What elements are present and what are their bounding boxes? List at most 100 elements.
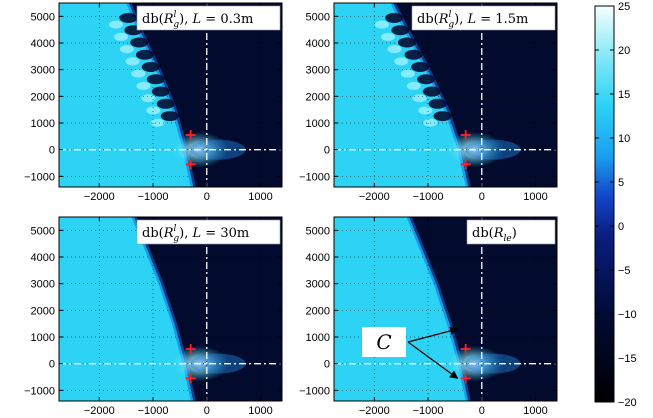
panel-2: −2000 −1000 0 1000 5000 4000 3000 2000 1000 0 −100…: [299, 2, 558, 203]
label-pre: db(: [142, 12, 164, 27]
focus-tail: [464, 353, 521, 374]
label-eq: = 1.5m: [476, 12, 528, 27]
label-text: db(Rl g), L = 1.5m: [417, 10, 528, 30]
focus-tail: [464, 139, 521, 160]
label-main: R: [163, 226, 174, 241]
colorbar-tick-label: 25: [618, 1, 630, 13]
label-sub: g: [173, 234, 179, 244]
marker-plus: [460, 344, 471, 354]
ytick-label: −1000: [24, 171, 55, 183]
ytick-label: −1000: [24, 385, 55, 397]
xtick-label: 0: [204, 191, 210, 203]
xtick-label: 1000: [248, 191, 272, 203]
annotation-text: C: [376, 330, 391, 354]
xtick-label: −1000: [138, 405, 169, 417]
ytick-label: 1000: [31, 332, 55, 344]
panel-frame: [333, 216, 558, 402]
panel-label: db(Rl g), L = 0.3m: [136, 5, 281, 31]
ripple-dark: [428, 98, 447, 109]
label-text: db(Rle): [472, 226, 517, 244]
annotation: C: [362, 326, 459, 379]
ytick-label: 5000: [31, 225, 55, 237]
ripple-dark: [397, 37, 416, 48]
marker-plus: [185, 130, 196, 140]
annotation-box: [362, 327, 406, 357]
ytick-label: 5000: [31, 11, 55, 23]
ytick-label: 4000: [306, 252, 330, 264]
panel-1: −2000 −1000 0 1000 5000 4000 3000 2000 1000 0 −100…: [24, 2, 283, 203]
marker-plus: [185, 344, 196, 354]
label-post: ),: [179, 12, 192, 27]
ripple-dark: [135, 49, 154, 60]
label-param: L: [467, 12, 477, 27]
ripple-bright: [394, 57, 409, 66]
ripple-dark: [156, 98, 175, 109]
heatmap-field: [334, 217, 557, 401]
colorbar-tick-label: 10: [618, 133, 630, 145]
panels-layer: −2000 −1000 0 1000 5000 4000 3000 2000 1000 0 −100…: [24, 2, 558, 417]
bright-region: [59, 3, 194, 187]
ytick-label: 2000: [31, 91, 55, 103]
xtick-label: −1000: [138, 191, 169, 203]
bright-region: [59, 217, 194, 401]
ytick-label: 3000: [31, 65, 55, 77]
heatmap-field: [59, 3, 282, 187]
colorbar-tick-label: −10: [618, 309, 637, 321]
colorbar-tick-label: −20: [618, 397, 637, 409]
ytick-label: 5000: [306, 11, 330, 23]
ripple-dark: [433, 111, 452, 122]
xtick-label: 1000: [248, 405, 272, 417]
label-box: [466, 219, 556, 245]
ytick-label: 5000: [306, 225, 330, 237]
ripple-bright: [125, 57, 140, 66]
label-main: R: [163, 12, 174, 27]
marker-plus: [460, 373, 471, 384]
label-text: db(Rl g), L = 0.3m: [142, 10, 253, 30]
marker-plus: [460, 159, 471, 170]
panel-frame: [333, 2, 558, 188]
panel-4: −2000 −1000 0 1000 5000 4000 3000 2000 1000 0 −100…: [299, 216, 558, 417]
colorbar-tick-label: 15: [618, 89, 630, 101]
label-main: R: [438, 12, 449, 27]
ytick-label: 4000: [31, 38, 55, 50]
focus-tail: [189, 139, 246, 160]
ripple-bright: [109, 20, 124, 29]
xtick-label: −2000: [359, 405, 390, 417]
ripple-dark: [422, 86, 441, 97]
ytick-label: −1000: [299, 385, 330, 397]
ripple-bright: [131, 69, 146, 78]
label-sub: g: [173, 20, 179, 30]
colorbar: 25 20 15 10 5 0 −5 −10 −15 −20: [594, 1, 637, 409]
xtick-label: 0: [479, 405, 485, 417]
ripple-dark: [160, 111, 179, 122]
ripple-dark: [119, 12, 138, 23]
panel-frame: [58, 216, 283, 402]
ripple-dark: [404, 49, 423, 60]
xtick-label: −2000: [84, 405, 115, 417]
xtick-label: −1000: [413, 191, 444, 203]
annotation-arrow: [407, 341, 459, 379]
ripple-bright: [119, 45, 134, 54]
ripple-dark: [385, 12, 404, 23]
ytick-label: 0: [324, 359, 330, 371]
panel-frame: [58, 2, 283, 188]
label-pre: db(: [417, 12, 439, 27]
xtick-label: 0: [204, 405, 210, 417]
ytick-label: 2000: [306, 305, 330, 317]
label-sub: g: [448, 20, 454, 30]
focus-tail: [189, 353, 246, 374]
ripple-dark: [411, 62, 430, 72]
ripple-bright: [374, 20, 389, 29]
label-sub: le: [504, 234, 512, 244]
colorbar-tick-label: −15: [618, 353, 637, 365]
ytick-label: 1000: [31, 118, 55, 130]
ripple-bright: [418, 106, 433, 115]
xtick-label: −2000: [84, 191, 115, 203]
ytick-label: 2000: [31, 305, 55, 317]
label-sup: l: [449, 10, 452, 20]
ripple-bright: [412, 94, 427, 103]
label-text: db(Rl g), L = 30m: [142, 224, 249, 244]
heatmap-field: [59, 217, 282, 401]
panel-label: db(Rl g), L = 1.5m: [411, 5, 556, 31]
